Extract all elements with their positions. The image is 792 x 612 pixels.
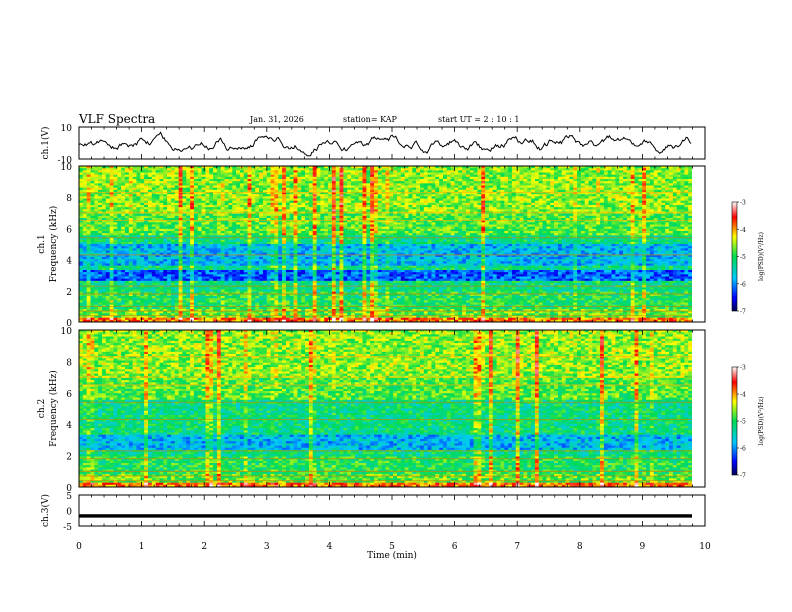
colorbar-tick-label: -3	[740, 200, 746, 207]
p-spec1-cells	[79, 166, 693, 323]
spec-ytick-label: 10	[61, 163, 73, 173]
ch1-waveform-panel: 10 -10 ch.1(V)	[40, 124, 706, 166]
spec-ytick-label: 4	[66, 257, 72, 267]
spec-ytick-label: 6	[66, 225, 72, 235]
ch1-ylabel: ch.1(V)	[40, 127, 51, 160]
colorbar-label: log(PSD)(V²/Hz)	[758, 232, 765, 281]
start-time-label: start UT = 2 : 10 : 1	[438, 115, 519, 124]
colorbar-tick-label: -7	[740, 309, 746, 316]
colorbar-tick-label: -4	[740, 392, 746, 399]
time-axis: 0 1 2 3 4 5 6 7 8 9 10 Time (min)	[76, 542, 711, 561]
time-tick-label: 1	[139, 542, 145, 552]
spec-ytick-label: 0	[66, 319, 72, 329]
spec-ytick-label: 4	[66, 421, 72, 431]
colorbar-label: log(PSD)(V²/Hz)	[758, 397, 765, 446]
spec-ytick-label: 8	[66, 358, 72, 368]
time-tick-label: 10	[699, 542, 711, 552]
spec-ytick-label: 2	[66, 453, 72, 463]
colorbar-tick-label: -4	[740, 227, 746, 234]
spec-ytick-label: 10	[61, 327, 73, 337]
ch3-ytick-label: 0	[66, 508, 72, 518]
colorbar-tick-label: -6	[740, 281, 746, 288]
time-tick-label: 5	[389, 542, 395, 552]
colorbar-tick-label: -3	[740, 365, 746, 372]
time-tick-label: 9	[640, 542, 646, 552]
ch3-waveform-panel: 5 0 -5 ch.3(V)	[40, 492, 706, 533]
colorbar-tick-label: -6	[740, 446, 746, 453]
station-label: station= KAP	[343, 115, 397, 124]
time-tick-label: 4	[327, 542, 333, 552]
time-tick-label: 3	[264, 542, 270, 552]
no-data-strip	[692, 166, 705, 322]
spec-ylabel: Frequency (kHz)	[48, 206, 59, 283]
ch3-ytick-label: 5	[66, 492, 72, 502]
spec-ytick-label: 6	[66, 390, 72, 400]
ch1-colorbar: -3 -4 -5 -6 -7 log(PSD)(V²/Hz)	[731, 200, 765, 316]
p-spec2-cells	[79, 330, 693, 488]
spec-ytick-label: 8	[66, 194, 72, 204]
time-tick-label: 8	[577, 542, 583, 552]
colorbar-tick-label: -5	[740, 419, 746, 426]
ch1-ytick-label: 10	[61, 124, 73, 134]
ch3-ylabel: ch.3(V)	[40, 494, 51, 527]
spec-ytick-label: 0	[66, 484, 72, 494]
ch2-spectrogram-panel: 0 2 4 6 8 10 ch.2 Frequency (kHz)	[37, 327, 706, 494]
time-tick-label: 6	[452, 542, 458, 552]
spec-ytick-label: 2	[66, 288, 72, 298]
time-tick-label: 0	[76, 542, 82, 552]
ch3-waveform-band	[79, 514, 692, 518]
ch1-spectrogram-panel: 0 2 4 6 8 10 ch.1 Frequency (kHz)	[37, 163, 706, 329]
colorbar-tick-label: -5	[740, 254, 746, 261]
no-data-strip	[692, 330, 705, 487]
colorbar-tick-label: -7	[740, 473, 746, 480]
chart-title: VLF Spectra	[79, 112, 155, 126]
date-label: Jan. 31, 2026	[250, 115, 304, 124]
ch2-colorbar: -3 -4 -5 -6 -7 log(PSD)(V²/Hz)	[731, 365, 765, 480]
colorbar-gradient	[731, 201, 738, 312]
time-tick-label: 2	[201, 542, 207, 552]
ch3-ytick-label: -5	[63, 523, 72, 533]
colorbar-gradient	[731, 366, 738, 476]
spec-channel-label: ch.2	[37, 399, 47, 418]
spec-channel-label: ch.1	[37, 234, 47, 253]
time-tick-label: 7	[514, 542, 520, 552]
spec-ylabel: Frequency (kHz)	[48, 370, 59, 447]
ch1-ytick-label: -10	[58, 156, 73, 166]
time-axis-label: Time (min)	[367, 550, 417, 561]
ch1-waveform-line	[78, 131, 692, 157]
